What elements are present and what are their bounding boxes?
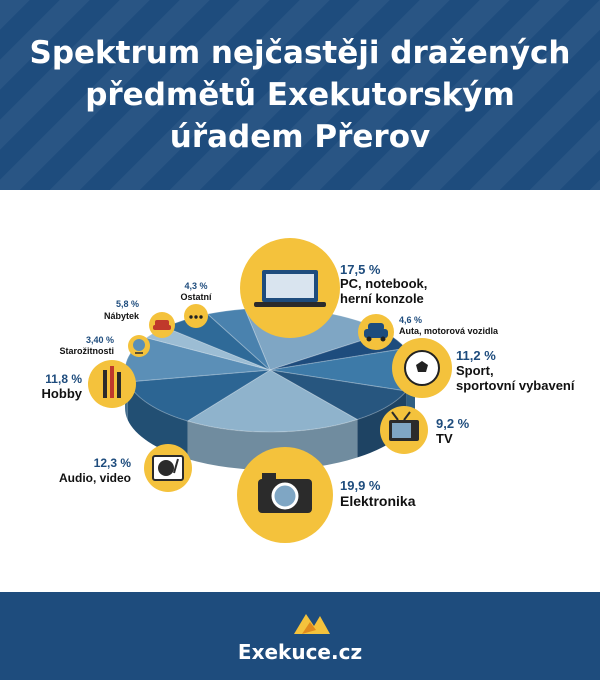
title-line-1: Spektrum nejčastěji dražených: [29, 35, 571, 71]
title-line-2: předmětů Exekutorským: [85, 77, 515, 113]
turntable-icon: [144, 444, 192, 492]
soccer-ball-icon: [392, 338, 452, 398]
pie-chart: 17,5 % PC, notebook, herní konzole 4,6 % …: [42, 238, 575, 543]
label-hobby: Hobby: [42, 386, 83, 401]
footer-banner: [0, 592, 600, 680]
globe-icon: [128, 335, 150, 357]
label-hobby-percent: 11,8 %: [45, 372, 82, 386]
label-elektronika-percent: 19,9 %: [340, 478, 381, 493]
tv-icon: [380, 406, 428, 454]
dots-icon: [184, 304, 208, 328]
laptop-icon: [240, 238, 340, 338]
label-sport-percent: 11,2 %: [456, 348, 496, 363]
label-pc-line1: PC, notebook, herní konzole: [340, 276, 427, 306]
title-line-3: úřadem Přerov: [169, 119, 431, 155]
label-sport-line1: Sport, sportovní vybavení: [456, 363, 575, 393]
label-ostatni: Ostatní: [180, 292, 212, 302]
label-auta-percent: 4,6 %: [399, 315, 422, 325]
label-starozitnosti: Starožitnosti: [59, 346, 114, 356]
chart-area: 17,5 % PC, notebook, herní konzole 4,6 % …: [0, 190, 600, 592]
pie-slice-4: [186, 369, 359, 433]
page-title: Spektrum nejčastěji dražených předmětů E…: [20, 32, 580, 158]
label-tv-percent: 9,2 %: [436, 416, 470, 431]
label-auta: Auta, motorová vozidla: [399, 326, 499, 336]
car-icon: [358, 314, 394, 350]
brushes-icon: [88, 360, 136, 408]
label-tv: TV: [436, 431, 453, 446]
label-audio-percent: 12,3 %: [94, 456, 132, 470]
pie-side-4: [187, 419, 358, 470]
header-banner: Spektrum nejčastěji dražených předmětů E…: [0, 0, 600, 190]
pie-side-5: [127, 381, 188, 460]
label-ostatni-percent: 4,3 %: [184, 281, 207, 291]
label-pc-percent: 17,5 %: [340, 262, 381, 277]
camera-icon: [237, 447, 333, 543]
label-nabytek: Nábytek: [104, 311, 140, 321]
label-starozitnosti-percent: 3,40 %: [86, 335, 114, 345]
label-nabytek-percent: 5,8 %: [116, 299, 139, 309]
brand-name: Exekuce.cz: [237, 640, 363, 664]
brand-logo-icon: [294, 614, 330, 634]
armchair-icon: [149, 312, 175, 338]
label-audio: Audio, video: [59, 471, 131, 485]
label-elektronika: Elektronika: [340, 493, 416, 509]
